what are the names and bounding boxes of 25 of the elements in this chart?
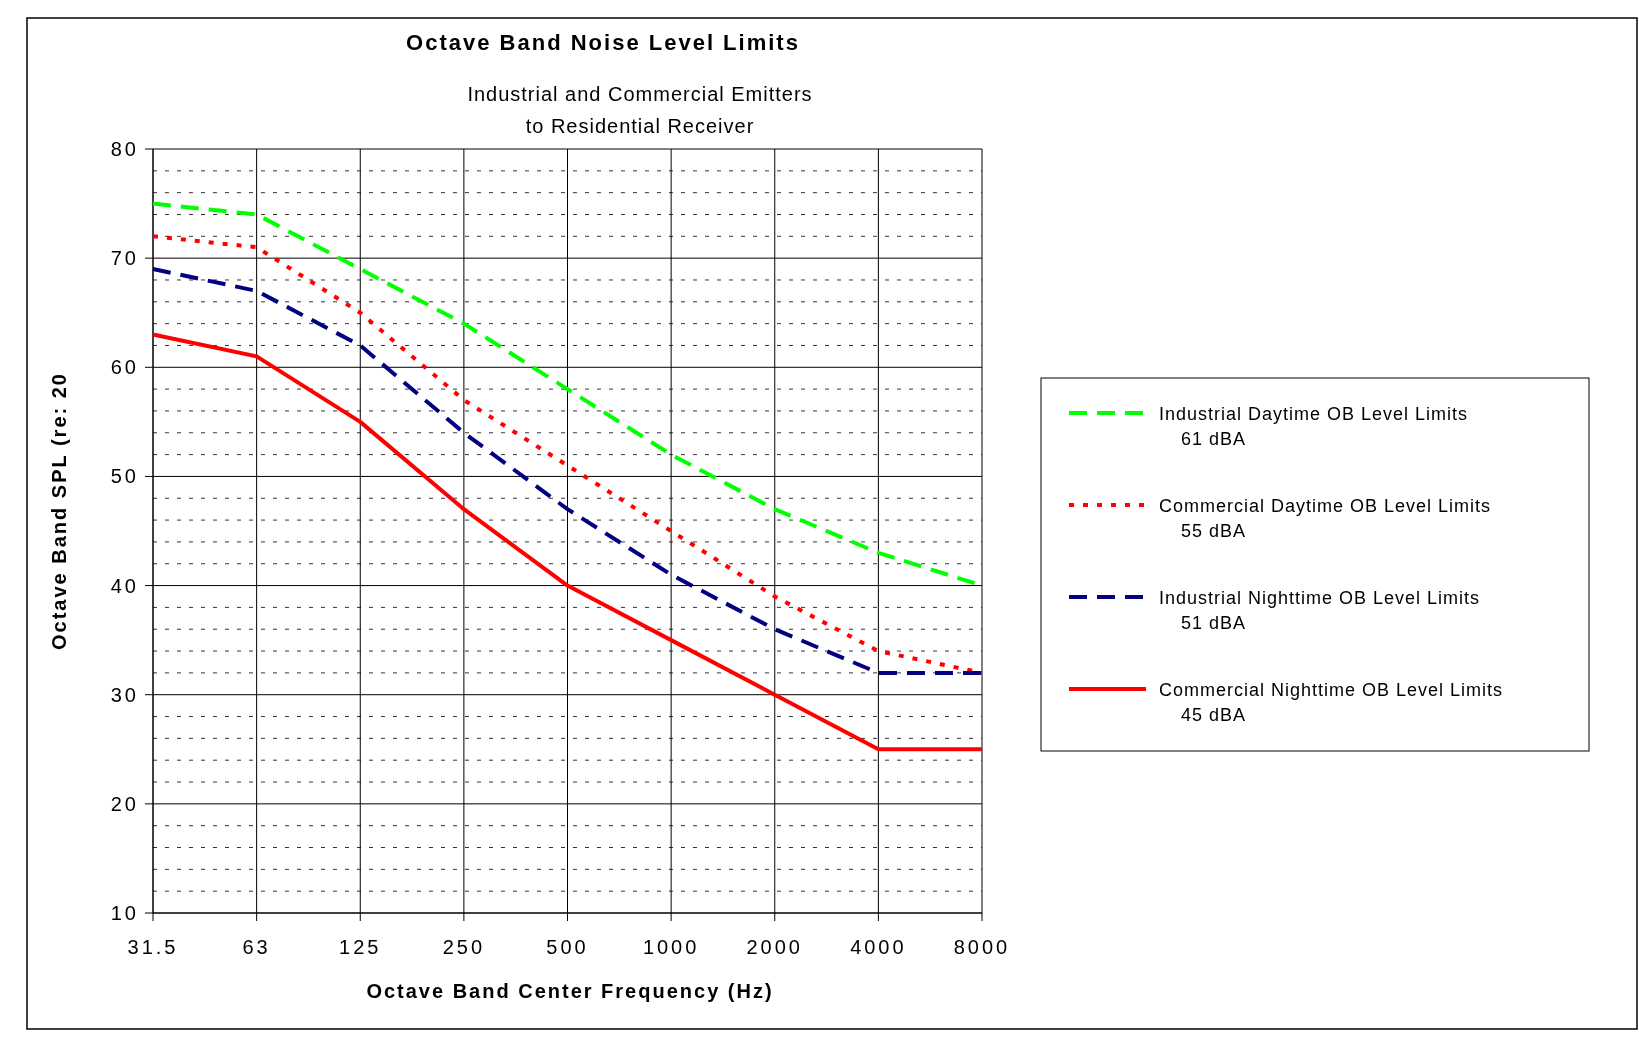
y-tick-label: 30	[110, 683, 139, 706]
y-tick-label: 10	[110, 902, 139, 924]
y-tick-label: 80	[110, 138, 139, 160]
legend-label: Commercial Nighttime OB Level Limits 45 dBA	[1159, 680, 1504, 725]
x-tick-label: 63	[242, 936, 271, 958]
legend-label: Industrial Daytime OB Level Limits 61 dBA	[1159, 404, 1469, 449]
x-tick-label: 31.5	[127, 936, 179, 958]
x-tick-label: 4000	[850, 936, 907, 958]
y-tick-label: 40	[110, 574, 139, 597]
chart-subtitle: Industrial and Commercial Emitters to Residential Receiver	[467, 83, 813, 137]
x-axis-title: Octave Band Center Frequency (Hz)	[366, 980, 774, 1002]
x-tick-label: 8000	[953, 936, 1011, 958]
y-axis-title: Octave Band SPL (re: 20	[48, 372, 70, 650]
y-tick-label: 70	[110, 247, 139, 270]
legend-label: Industrial Nighttime OB Level Limits 51 dBA	[1159, 588, 1481, 633]
legend-label: Commercial Daytime OB Level Limits 55 dBA	[1159, 496, 1492, 541]
x-tick-label: 125	[339, 936, 382, 958]
x-tick-label: 250	[442, 936, 486, 958]
y-tick-label: 60	[110, 356, 139, 379]
x-tick-label: 500	[546, 936, 589, 958]
x-tick-label: 1000	[642, 936, 700, 958]
y-tick-label: 50	[110, 465, 139, 488]
chart-title: Octave Band Noise Level Limits	[406, 30, 800, 55]
x-tick-label: 2000	[746, 936, 803, 958]
y-tick-label: 20	[110, 792, 139, 815]
